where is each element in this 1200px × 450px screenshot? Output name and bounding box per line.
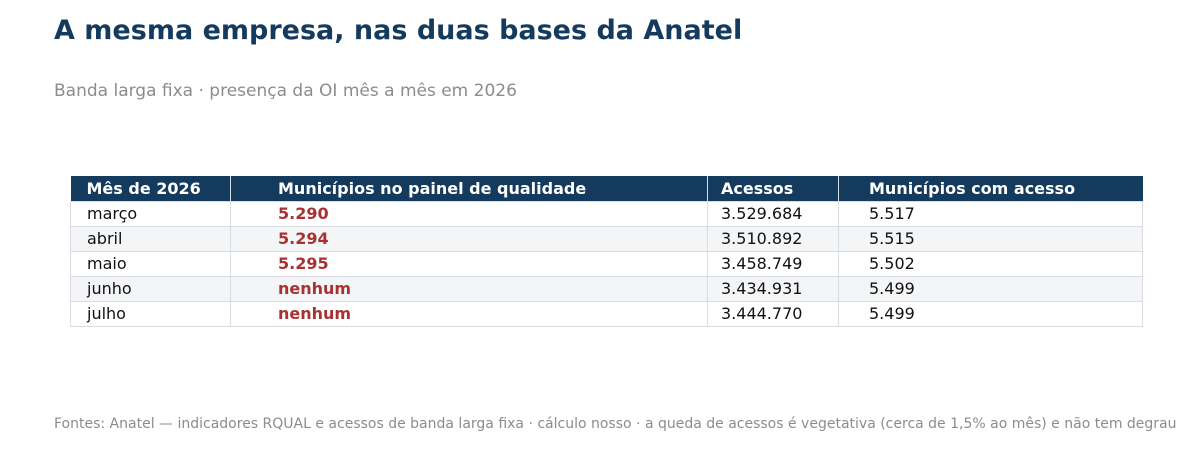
- column-header-accesses: Acessos: [707, 176, 839, 201]
- cell-month: julho: [70, 300, 231, 327]
- cell-quality-panel-municipalities: 5.294: [230, 225, 708, 252]
- source-footnote: Fontes: Anatel — indicadores RQUAL e ace…: [54, 416, 1177, 432]
- cell-month: maio: [70, 250, 231, 277]
- cell-municipalities-with-access: 5.499: [838, 300, 1143, 327]
- cell-accesses: 3.458.749: [707, 250, 839, 277]
- cell-month: março: [70, 200, 231, 227]
- cell-accesses: 3.444.770: [707, 300, 839, 327]
- table-row: março 5.290 3.529.684 5.517: [70, 200, 1143, 227]
- page-title: A mesma empresa, nas duas bases da Anate…: [54, 15, 743, 46]
- cell-quality-panel-municipalities: nenhum: [230, 300, 708, 327]
- table-row: maio 5.295 3.458.749 5.502: [70, 250, 1143, 277]
- cell-month: junho: [70, 275, 231, 302]
- table-header-row: Mês de 2026 Municípios no painel de qual…: [70, 176, 1143, 201]
- cell-municipalities-with-access: 5.502: [838, 250, 1143, 277]
- cell-quality-panel-municipalities: nenhum: [230, 275, 708, 302]
- data-table-container: Mês de 2026 Municípios no painel de qual…: [70, 176, 1143, 327]
- column-header-municipalities-with-access: Municípios com acesso: [838, 176, 1143, 201]
- cell-municipalities-with-access: 5.515: [838, 225, 1143, 252]
- data-table: Mês de 2026 Municípios no painel de qual…: [70, 176, 1143, 327]
- cell-accesses: 3.510.892: [707, 225, 839, 252]
- table-row: junho nenhum 3.434.931 5.499: [70, 275, 1143, 302]
- page-subtitle: Banda larga fixa · presença da OI mês a …: [54, 81, 517, 101]
- cell-municipalities-with-access: 5.499: [838, 275, 1143, 302]
- cell-municipalities-with-access: 5.517: [838, 200, 1143, 227]
- cell-month: abril: [70, 225, 231, 252]
- table-row: abril 5.294 3.510.892 5.515: [70, 225, 1143, 252]
- cell-quality-panel-municipalities: 5.290: [230, 200, 708, 227]
- column-header-quality-panel-municipalities: Municípios no painel de qualidade: [230, 176, 708, 201]
- cell-accesses: 3.529.684: [707, 200, 839, 227]
- cell-accesses: 3.434.931: [707, 275, 839, 302]
- cell-quality-panel-municipalities: 5.295: [230, 250, 708, 277]
- table-row: julho nenhum 3.444.770 5.499: [70, 300, 1143, 327]
- column-header-month: Mês de 2026: [70, 176, 231, 201]
